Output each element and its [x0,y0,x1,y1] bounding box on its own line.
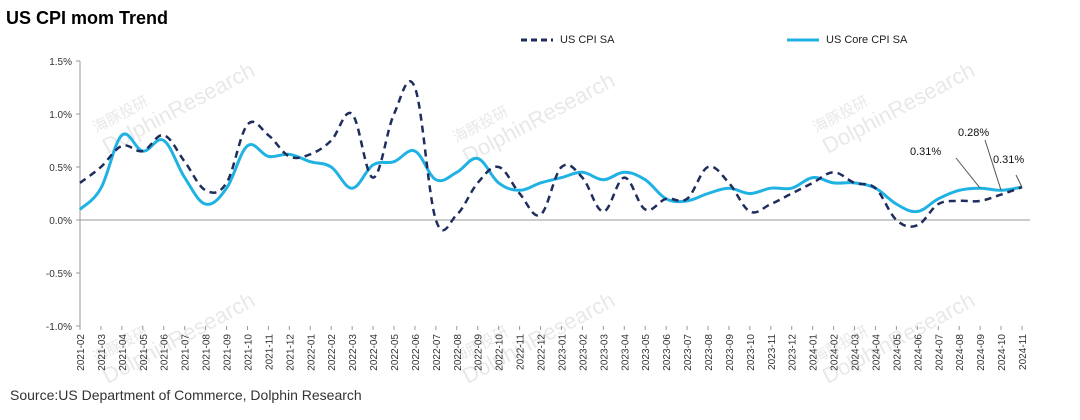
series-line-core-cpi [78,132,1023,214]
x-tick-label: 2023-01 [557,334,568,371]
y-tick-label: 1.0% [49,110,72,121]
x-tick-label: 2022-11 [516,334,527,370]
x-tick-label: 2022-05 [390,334,401,371]
x-tick-label: 2024-04 [871,334,882,371]
x-tick-label: 2022-06 [411,334,422,371]
x-tick-label: 2021-12 [285,334,296,371]
x-tick-label: 2021-05 [139,334,150,371]
x-tick-label: 2023-09 [725,334,736,371]
source-note: Source:US Department of Commerce, Dolphi… [10,387,362,403]
x-tick-label: 2021-06 [160,334,171,371]
x-tick-label: 2023-07 [683,334,694,371]
chart-title: US CPI mom Trend [6,8,169,28]
x-tick-label: 2021-07 [181,334,192,371]
legend-swatch-core [787,38,819,42]
y-tick-label: -1.0% [46,322,72,333]
x-tick-label: 2024-07 [934,334,945,371]
x-tick-label: 2022-09 [474,334,485,371]
y-tick-label: 1.5% [49,57,72,68]
x-tick-label: 2023-10 [746,334,757,371]
x-tick-label: 2022-02 [327,334,338,371]
legend-label-cpi: US CPI SA [560,34,615,46]
series-line-cpi [79,80,1023,232]
x-tick-label: 2023-08 [704,334,715,371]
annotation-leader [955,157,981,189]
x-tick-label: 2022-03 [348,334,359,371]
x-tick-label: 2024-01 [809,334,820,371]
x-tick-label: 2024-10 [997,334,1008,371]
x-tick-label: 2021-03 [97,334,108,371]
y-tick-label: -0.5% [46,269,72,280]
x-tick-label: 2021-02 [76,334,87,371]
x-tick-label: 2022-10 [495,334,506,371]
x-tick-label: 2023-04 [620,334,631,371]
x-tick-label: 2021-08 [202,334,213,371]
x-tick-label: 2024-09 [976,334,987,371]
x-tick-label: 2023-02 [578,334,589,371]
x-tick-label: 2023-06 [662,334,673,371]
x-tick-label: 2023-03 [599,334,610,371]
x-tick-label: 2023-12 [788,334,799,371]
x-tick-label: 2024-05 [892,334,903,371]
annotation-leader [984,139,1002,191]
x-tick-label: 2021-09 [223,334,234,371]
x-tick-label: 2022-01 [306,334,317,371]
x-tick-label: 2022-04 [369,334,380,371]
annotation-label: 0.28% [958,127,989,139]
y-tick-label: 0.5% [49,163,72,174]
x-tick-label: 2021-04 [118,334,129,371]
y-tick-label: 0.0% [49,216,72,227]
x-tick-label: 2021-11 [264,334,275,370]
x-tick-label: 2024-08 [955,334,966,371]
x-tick-label: 2023-11 [767,334,778,370]
legend-item-cpi: US CPI SA [520,34,614,46]
x-tick-label: 2022-07 [432,334,443,371]
x-tick-label: 2021-10 [243,334,254,371]
x-tick-label: 2023-05 [641,334,652,371]
x-tick-label: 2024-02 [830,334,841,371]
annotation-leader [1015,174,1023,188]
x-tick-label: 2022-12 [537,334,548,371]
x-tick-label: 2022-08 [453,334,464,371]
x-tick-label: 2024-06 [913,334,924,371]
legend-item-core: US Core CPI SA [786,34,907,46]
x-tick-label: 2024-11 [1018,334,1029,370]
legend-swatch-cpi [521,38,553,42]
x-tick-label: 2024-03 [851,334,862,371]
annotation-label: 0.31% [993,154,1024,166]
annotation-label: 0.31% [910,146,941,158]
legend-label-core: US Core CPI SA [826,34,908,46]
